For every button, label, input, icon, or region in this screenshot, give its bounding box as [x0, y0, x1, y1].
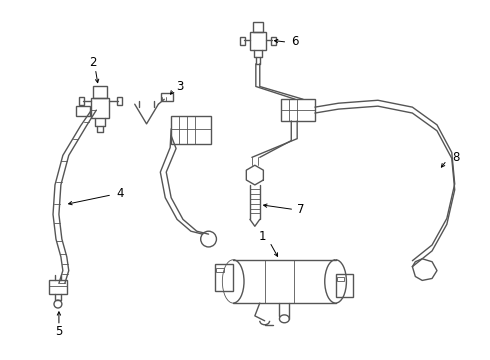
Bar	[337, 278, 344, 282]
Bar	[216, 264, 233, 291]
Text: 1: 1	[259, 230, 267, 243]
Text: 5: 5	[55, 325, 63, 338]
Bar	[161, 93, 173, 101]
Bar	[117, 97, 122, 105]
Bar	[92, 98, 109, 118]
Text: 3: 3	[176, 80, 184, 93]
Text: 8: 8	[452, 151, 460, 164]
Text: 2: 2	[89, 56, 96, 69]
Text: 4: 4	[116, 187, 123, 200]
Bar	[171, 116, 211, 144]
Bar	[75, 106, 91, 116]
Bar	[336, 274, 353, 297]
Bar	[281, 99, 315, 121]
Bar	[49, 280, 67, 294]
Bar	[270, 37, 275, 45]
Bar	[253, 22, 263, 32]
Text: 6: 6	[292, 35, 299, 48]
Text: 7: 7	[297, 203, 305, 216]
Bar	[217, 267, 224, 271]
Bar	[78, 97, 83, 105]
Bar	[240, 37, 245, 45]
Bar	[94, 86, 107, 98]
Bar	[250, 32, 266, 50]
